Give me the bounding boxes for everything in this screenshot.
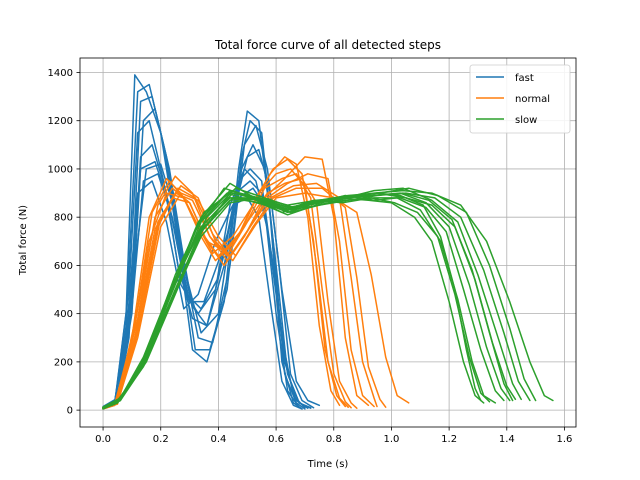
normal-step-curve: [102, 175, 358, 409]
y-tick-label: 1200: [48, 116, 73, 127]
x-axis-label: Time (s): [307, 459, 349, 470]
y-tick-label: 1000: [48, 164, 73, 175]
x-tick-label: 0.2: [153, 434, 169, 445]
legend-label-slow: slow: [515, 115, 537, 126]
slow-step-curve: [102, 189, 514, 409]
slow-step-curve: [102, 197, 505, 408]
normal-step-curve: [102, 156, 341, 410]
y-tick-label: 400: [54, 309, 73, 320]
legend: fast normal slow: [469, 64, 571, 134]
fast-step-curve: [102, 119, 300, 410]
legend-box: [469, 64, 571, 134]
axes-frame: [79, 57, 577, 428]
fast-step-curve: [102, 180, 303, 410]
axes: 0.0 0.2 0.4 0.6 0.8 1.0 1.2 1.4 1.6 0 200 400 600 800…: [48, 57, 577, 445]
fast-step-curve: [102, 74, 303, 410]
x-tick-label: 0.8: [326, 434, 342, 445]
fast-step-curve: [102, 83, 306, 410]
normal-step-curve: [102, 185, 387, 410]
fast-step-curve: [102, 144, 312, 409]
plot-area: [102, 74, 554, 410]
slow-step-curve: [102, 192, 482, 409]
y-tick-label: 0: [67, 406, 73, 417]
x-tick-label: 0.6: [268, 434, 284, 445]
x-tick-label: 1.2: [441, 434, 457, 445]
y-tick-label: 600: [54, 261, 73, 272]
legend-label-fast: fast: [515, 73, 534, 84]
x-tick-label: 1.0: [383, 434, 399, 445]
chart-title: Total force curve of all detected steps: [214, 38, 441, 52]
y-tick-label: 1400: [48, 68, 73, 79]
normal-step-curve: [102, 192, 410, 409]
x-tick-label: 0.0: [95, 434, 111, 445]
y-axis-label: Total force (N): [18, 205, 29, 276]
y-tick-label: 200: [54, 357, 73, 368]
y-tick-label: 800: [54, 213, 73, 224]
x-tick-label: 1.4: [499, 434, 515, 445]
fast-step-curve: [102, 95, 315, 409]
x-tick-label: 0.4: [210, 434, 226, 445]
legend-label-normal: normal: [515, 94, 550, 105]
x-tick-label: 1.6: [557, 434, 573, 445]
slow-step-curve: [102, 192, 531, 409]
